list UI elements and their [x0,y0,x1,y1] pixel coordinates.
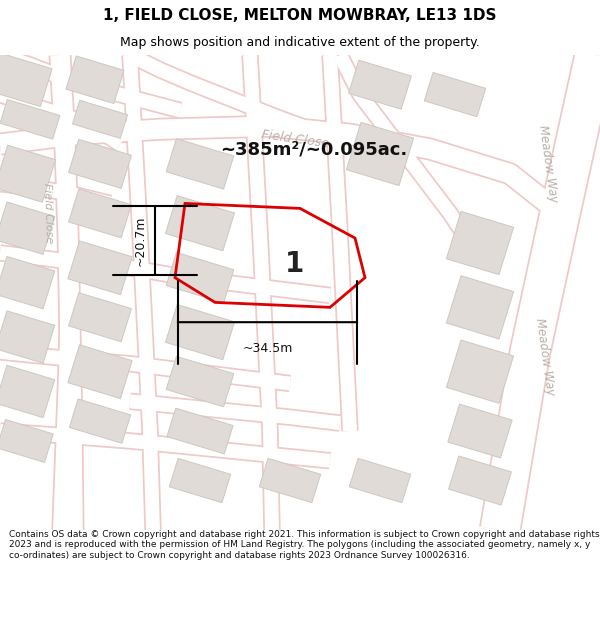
Text: ~20.7m: ~20.7m [134,215,147,266]
Text: ~34.5m: ~34.5m [242,342,293,355]
Polygon shape [349,60,412,109]
Text: ~385m²/~0.095ac.: ~385m²/~0.095ac. [220,140,407,158]
Polygon shape [0,145,55,202]
Text: Field Close: Field Close [260,128,329,150]
Polygon shape [0,419,53,462]
Polygon shape [70,399,131,443]
Polygon shape [166,356,234,407]
Polygon shape [446,340,514,403]
Polygon shape [0,202,55,254]
Polygon shape [166,139,234,189]
Polygon shape [166,304,235,360]
Polygon shape [166,196,235,251]
Text: Contains OS data © Crown copyright and database right 2021. This information is : Contains OS data © Crown copyright and d… [9,530,599,560]
Polygon shape [259,458,320,503]
Text: Map shows position and indicative extent of the property.: Map shows position and indicative extent… [120,36,480,49]
Text: 1, FIELD CLOSE, MELTON MOWBRAY, LE13 1DS: 1, FIELD CLOSE, MELTON MOWBRAY, LE13 1DS [103,8,497,23]
Polygon shape [0,99,60,139]
Polygon shape [449,456,511,505]
Polygon shape [68,345,132,399]
Polygon shape [169,458,230,503]
Polygon shape [349,458,410,503]
Text: 1: 1 [286,250,305,278]
Polygon shape [73,100,128,138]
Polygon shape [448,404,512,458]
Polygon shape [346,122,413,186]
Polygon shape [68,189,131,238]
Polygon shape [68,292,131,342]
Polygon shape [0,365,55,418]
Polygon shape [446,276,514,339]
Polygon shape [446,211,514,274]
Polygon shape [66,56,124,104]
Polygon shape [68,241,132,294]
Text: Meadow Way: Meadow Way [536,124,560,203]
Polygon shape [0,311,55,363]
Polygon shape [167,408,233,454]
Polygon shape [0,256,55,309]
Polygon shape [424,72,485,117]
Text: Meadow Way: Meadow Way [533,318,557,396]
Polygon shape [166,253,234,303]
Text: Field Close: Field Close [42,183,54,244]
Polygon shape [0,53,52,107]
Polygon shape [68,139,131,188]
